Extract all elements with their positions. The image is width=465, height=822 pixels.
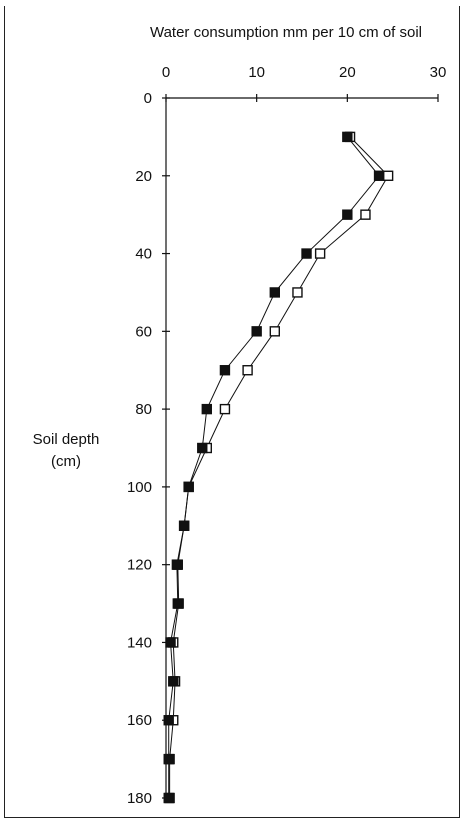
series-line-2 [169, 136, 389, 798]
filled-square-point [373, 170, 385, 181]
x-tick-label: 10 [248, 64, 265, 81]
series-layer [163, 131, 394, 804]
x-tick-label: 30 [430, 64, 447, 81]
open-square-point [292, 287, 303, 298]
filled-square-point [163, 715, 174, 726]
y-tick-label: 40 [135, 246, 152, 263]
filled-square-point [342, 209, 353, 220]
y-tick-label: 100 [127, 479, 152, 496]
y-tick-label: 140 [127, 634, 152, 651]
open-square-point [314, 248, 326, 259]
open-square-point [382, 170, 394, 181]
filled-square-point [183, 481, 194, 493]
y-tick-label: 180 [127, 790, 152, 807]
open-square-point [219, 403, 231, 415]
filled-square-point [171, 559, 183, 570]
open-square-point [269, 326, 280, 337]
series-line-1 [168, 136, 380, 798]
filled-square-point [342, 131, 353, 143]
y-axis-label-line1: Soil depth [33, 431, 100, 448]
y-tick-label: 80 [135, 401, 152, 418]
filled-square-point [301, 248, 312, 259]
open-square-point [360, 209, 371, 220]
y-tick-label: 160 [127, 712, 152, 729]
y-tick-label: 60 [135, 323, 152, 340]
filled-square-point [197, 442, 208, 454]
filled-square-point [163, 753, 174, 765]
axes: 0 10 20 30 0 20 40 60 80 100 120 140 160 180 [127, 64, 446, 807]
filled-square-point [168, 676, 179, 687]
x-tick-label: 20 [339, 64, 356, 81]
chart-title: Water consumption mm per 10 cm of soil [150, 24, 422, 41]
filled-square-point [163, 792, 174, 804]
y-axis-label-line2: (cm) [51, 453, 81, 470]
y-tick-label: 20 [135, 168, 152, 185]
filled-square-point [172, 598, 183, 609]
x-tick-label: 0 [162, 64, 170, 81]
y-tick-label: 0 [144, 90, 152, 107]
open-square-point [242, 365, 253, 376]
figure-frame [4, 6, 460, 818]
filled-square-point [201, 403, 213, 415]
filled-square-point [269, 287, 280, 298]
filled-square-point [178, 520, 190, 531]
y-tick-label: 120 [127, 557, 152, 574]
filled-square-point [251, 326, 262, 337]
filled-square-point [165, 637, 176, 648]
filled-square-point [219, 365, 231, 376]
